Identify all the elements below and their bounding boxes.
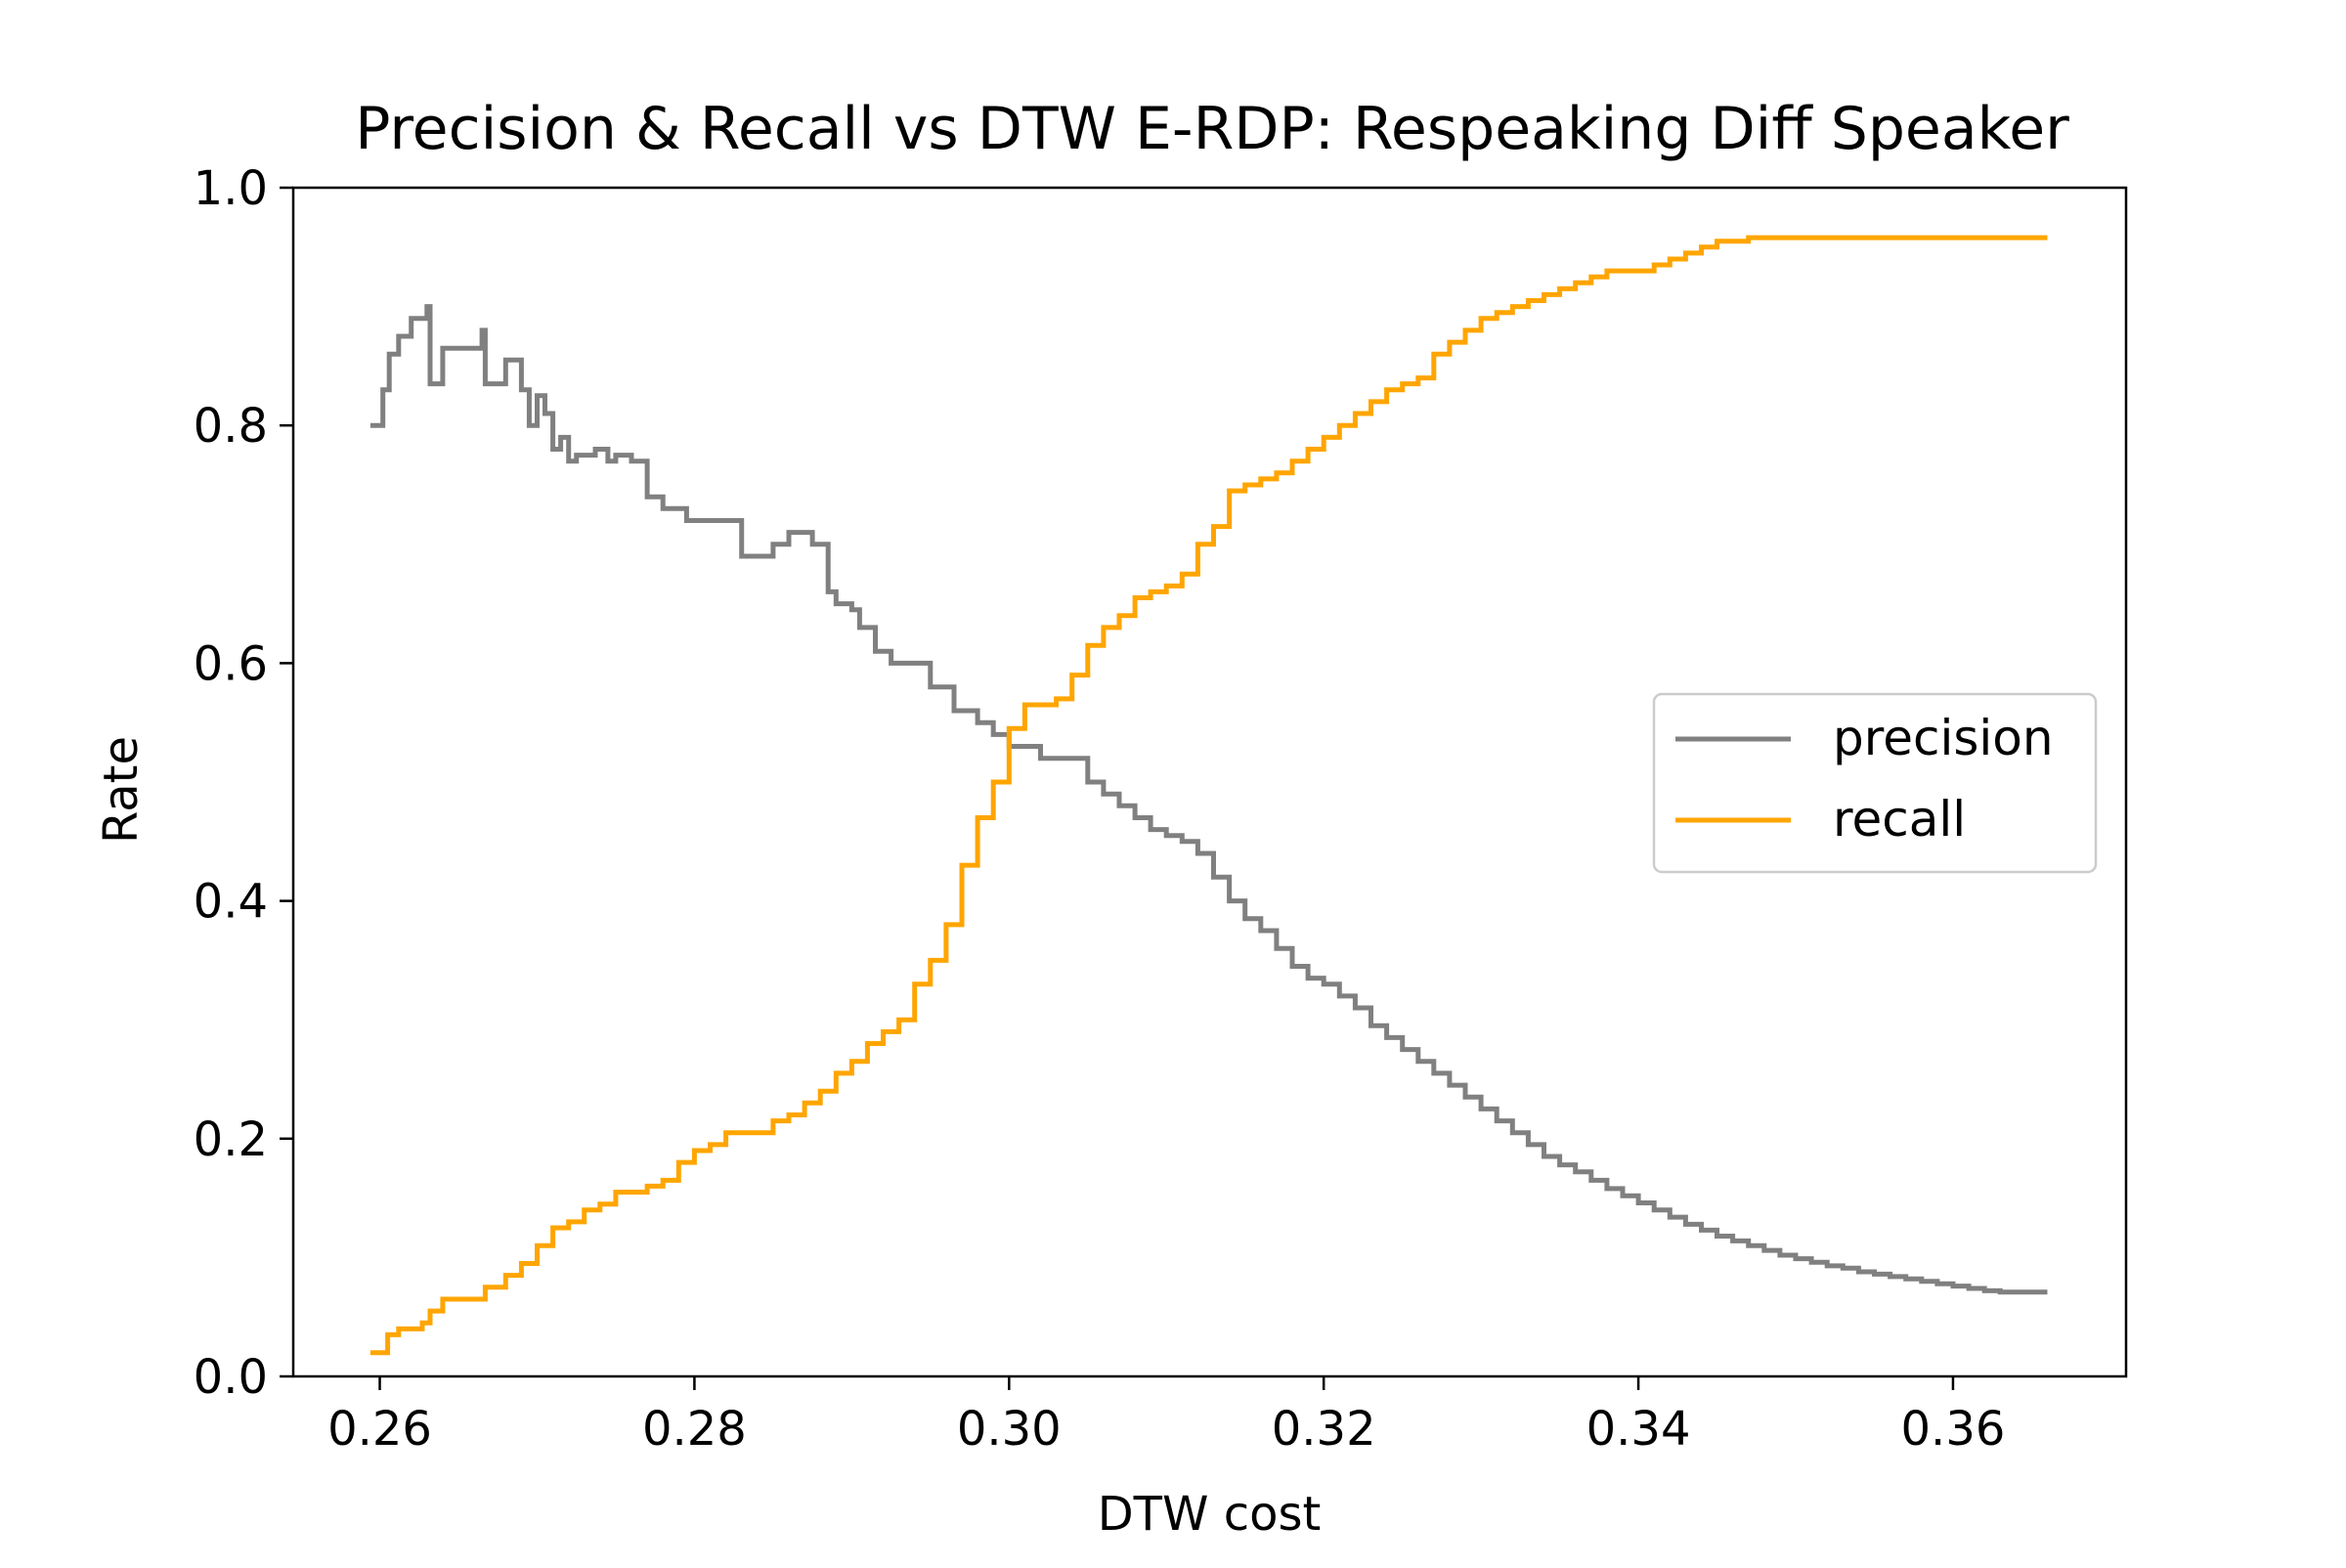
y-tick-label: 1.0 — [194, 161, 268, 216]
y-tick-label: 0.6 — [194, 636, 268, 691]
series-line-recall — [369, 235, 2048, 1356]
x-tick-label: 0.30 — [957, 1402, 1062, 1457]
x-tick-label: 0.34 — [1586, 1402, 1691, 1457]
x-tick-label: 0.26 — [327, 1402, 432, 1457]
y-tick-label: 0.4 — [194, 875, 268, 930]
plot-area-frame — [291, 186, 2128, 1378]
y-axis-label: Rate — [94, 736, 149, 844]
y-axis-ticks: 0.0 0.2 0.4 0.6 0.8 1.0 — [194, 161, 293, 1405]
y-tick-label: 0.8 — [194, 399, 268, 454]
series-line-precision — [369, 304, 2048, 1295]
x-axis-label: DTW cost — [1098, 1487, 1322, 1542]
y-tick-label: 0.0 — [194, 1350, 268, 1405]
x-tick-label: 0.28 — [642, 1402, 747, 1457]
x-tick-label: 0.32 — [1272, 1402, 1376, 1457]
x-tick-label: 0.36 — [1901, 1402, 2006, 1457]
y-tick-label: 0.2 — [194, 1112, 268, 1167]
x-axis-ticks: 0.26 0.28 0.30 0.32 0.34 0.36 — [327, 1376, 2005, 1457]
chart-title: Precision & Recall vs DTW E-RDP: Respeak… — [355, 95, 2069, 163]
legend-label-precision: precision — [1833, 710, 2054, 766]
legend-label-recall: recall — [1833, 791, 1966, 848]
legend: precision recall — [1652, 692, 2098, 874]
series-layer — [369, 235, 2048, 1356]
